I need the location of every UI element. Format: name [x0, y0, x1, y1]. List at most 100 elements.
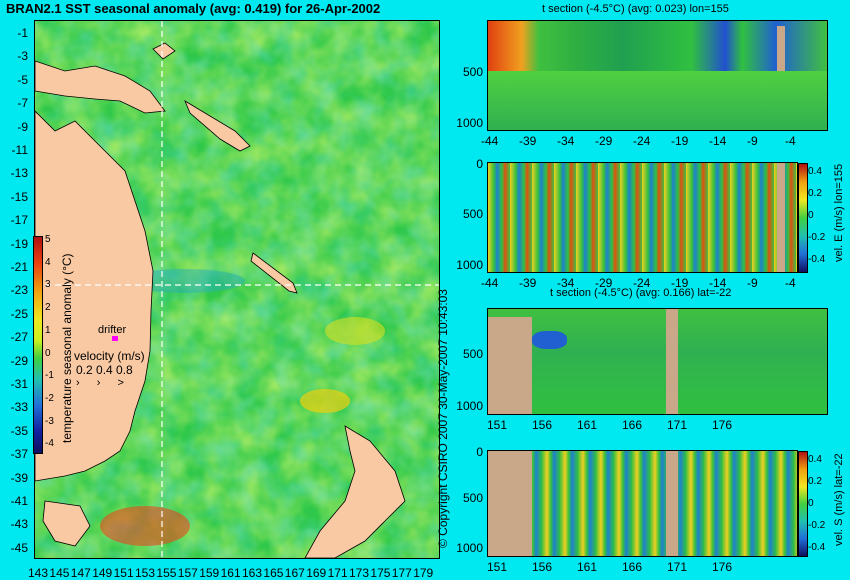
vel-e-colorbar — [798, 163, 808, 273]
section-depth-tick: 1000 — [456, 115, 483, 130]
section-colorbar-tick: -0.2 — [808, 232, 826, 243]
map-lat-tick: -5 — [17, 72, 28, 87]
section-x-tick: 161 — [577, 418, 598, 432]
section-x-tick: 166 — [622, 560, 643, 574]
tasmania-land — [42, 500, 91, 547]
section-x-tick: 166 — [622, 418, 643, 432]
map-lat-tick: -13 — [10, 166, 28, 181]
section-x-tick: -44 — [481, 276, 499, 290]
map-lat-tick: -39 — [10, 470, 28, 485]
map-lon-tick: 169 — [306, 566, 327, 580]
map-lat-tick: -25 — [10, 306, 28, 321]
map-lat-tick: -1 — [17, 26, 28, 40]
vel-s-colorbar — [798, 451, 808, 557]
section-colorbar-tick: -0.4 — [808, 254, 826, 265]
map-lat-tick: -15 — [10, 189, 28, 204]
velocity-values: 0.2 0.4 0.8 — [76, 363, 133, 377]
section-x-tick: -29 — [595, 276, 613, 290]
drifter-label: drifter — [98, 324, 127, 336]
section-colorbar-tick: -0.4 — [808, 542, 826, 553]
map-lat-tick: -3 — [17, 49, 28, 64]
thermocline-band — [488, 71, 827, 130]
arrow-small-icon: › — [76, 377, 80, 389]
section-x-tick: 156 — [532, 418, 553, 432]
section-x-tick: -9 — [747, 276, 758, 290]
map-lon-tick: 145 — [49, 566, 70, 580]
velocity-arrows: › › > — [76, 377, 124, 389]
colorbar-tick: 1 — [45, 324, 51, 336]
section-colorbar-tick: 0.4 — [808, 454, 822, 465]
section-colorbar-tick: 0 — [808, 498, 814, 509]
map-lat-tick: -17 — [10, 213, 28, 228]
section-x-tick: -19 — [671, 276, 689, 290]
section3-title: t section (-4.5°C) (avg: 0.166) lat=-22 — [550, 287, 732, 299]
map-lat-tick: -37 — [10, 447, 28, 462]
map-lon-tick: 143 — [28, 566, 49, 580]
section-x-tick: 151 — [487, 418, 508, 432]
map-lat-tick: -43 — [10, 517, 28, 532]
map-lon-tick: 155 — [156, 566, 177, 580]
land-mask — [666, 309, 678, 414]
section-x-tick: 151 — [487, 560, 508, 574]
page-title: BRAN2.1 SST seasonal anomaly (avg: 0.419… — [6, 1, 381, 16]
land-mask — [777, 163, 785, 272]
section-colorbar-tick: -0.2 — [808, 520, 826, 531]
section-x-tick: -4 — [785, 276, 796, 290]
section-depth-tick: 1000 — [456, 540, 483, 555]
section4-plot[interactable] — [487, 450, 798, 557]
australia-land — [35, 110, 154, 482]
colorbar-label: temperature seasonal anomaly (°C) — [60, 253, 74, 443]
new-guinea-land — [35, 60, 166, 114]
section-depth-tick: 500 — [462, 347, 483, 362]
map-lat-tick: -27 — [10, 330, 28, 345]
new-zealand-land — [304, 425, 406, 558]
section-depth-tick: 500 — [462, 65, 483, 80]
vel-e-label: vel. E (m/s) lon=155 — [833, 163, 845, 262]
section2-plot[interactable] — [487, 162, 798, 273]
map-lat-tick: -7 — [17, 96, 28, 111]
section-x-tick: -34 — [557, 276, 575, 290]
colorbar-tick: -4 — [45, 438, 54, 450]
section-x-tick: 156 — [532, 560, 553, 574]
map-lon-tick: 159 — [199, 566, 220, 580]
map-lat-tick: -31 — [10, 377, 28, 391]
section-colorbar-tick: 0.2 — [808, 476, 822, 487]
section3-plot[interactable] — [487, 308, 828, 415]
section1-title: t section (-4.5°C) (avg: 0.023) lon=155 — [542, 3, 729, 15]
sst-map[interactable] — [34, 20, 440, 559]
section-x-tick: -14 — [709, 276, 727, 290]
land-mask — [488, 451, 532, 556]
map-lat-tick: -35 — [10, 423, 28, 438]
section-depth-tick: 1000 — [456, 398, 483, 413]
colorbar-tick: -3 — [45, 415, 54, 427]
section-x-tick: -29 — [595, 134, 613, 148]
section-x-tick: -24 — [633, 276, 651, 290]
section-x-tick: 161 — [577, 560, 598, 574]
land-mask — [666, 451, 678, 556]
colorbar-tick: 3 — [45, 279, 51, 291]
arrow-large-icon: > — [117, 377, 124, 389]
section-x-tick: -24 — [633, 134, 651, 148]
section-colorbar-tick: 0 — [808, 210, 814, 221]
section-colorbar-tick: 0.4 — [808, 166, 822, 177]
copyright-text: © Copyright CSIRO 2007 30-May-2007 10:43… — [436, 289, 450, 548]
map-lat-tick: -23 — [10, 283, 28, 298]
cold-eddy — [532, 331, 567, 349]
section-x-tick: 176 — [712, 560, 733, 574]
map-lon-tick: 173 — [349, 566, 370, 580]
colorbar-tick: -2 — [45, 392, 54, 404]
map-colorbar — [33, 236, 43, 454]
section-colorbar-tick: 0.2 — [808, 188, 822, 199]
map-lat-tick: -29 — [10, 353, 28, 368]
map-lon-tick: 171 — [327, 566, 348, 580]
map-lon-tick: 163 — [242, 566, 263, 580]
section-x-tick: -39 — [519, 134, 537, 148]
map-lon-tick: 167 — [284, 566, 305, 580]
map-lat-tick: -11 — [11, 143, 28, 157]
section-depth-tick: 0 — [476, 445, 483, 460]
map-lon-tick: 161 — [220, 566, 241, 580]
section1-plot[interactable] — [487, 20, 828, 131]
drifter-marker[interactable] — [112, 336, 118, 341]
map-lon-tick: 179 — [413, 566, 434, 580]
section-x-tick: -34 — [557, 134, 575, 148]
